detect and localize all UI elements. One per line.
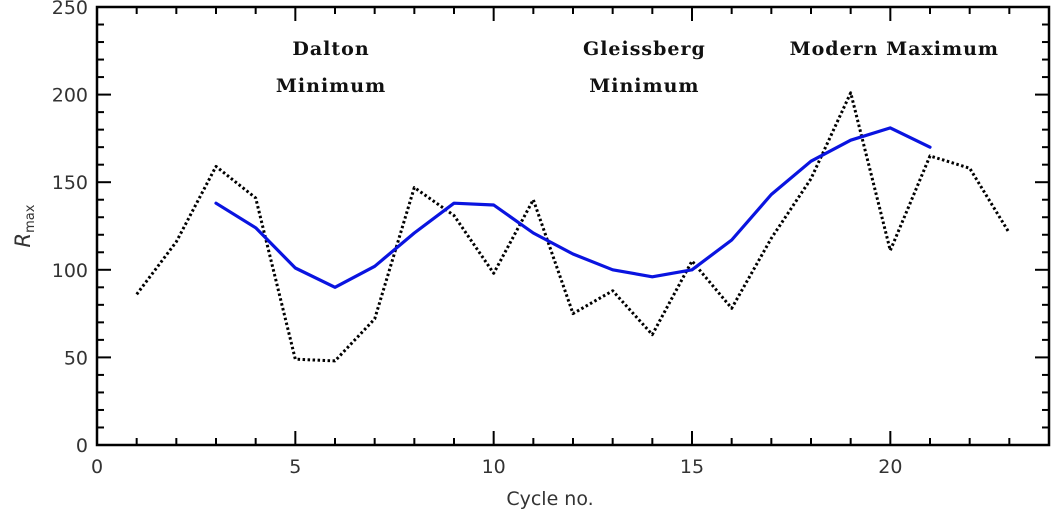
y-tick-label: 250	[52, 0, 88, 19]
y-tick-label: 0	[76, 435, 88, 457]
y-axis-title-subscript: max	[23, 204, 38, 233]
y-tick-label: 100	[52, 260, 88, 282]
y-axis-title-main: R	[11, 233, 35, 248]
annotation-gleissberg-line-1: Gleissberg	[583, 38, 706, 60]
x-axis-title: Cycle no.	[506, 488, 593, 510]
x-tick-label: 0	[91, 456, 103, 478]
annotation-gleissberg-line-2: Minimum	[589, 75, 699, 97]
y-axis-title: Rmax	[11, 204, 38, 247]
x-tick-label: 15	[680, 456, 704, 478]
y-tick-labels: 0 50 100 150 200 250	[52, 0, 88, 457]
y-tick-label: 50	[64, 347, 88, 369]
annotation-dalton-line-1: Dalton	[292, 38, 369, 60]
annotation-modern-line-1: Modern Maximum	[790, 38, 999, 60]
y-tick-label: 150	[52, 172, 88, 194]
series-dotted-line	[135, 91, 1011, 363]
x-tick-label: 20	[878, 456, 902, 478]
annotations: Dalton Minimum Gleissberg Minimum Modern Max…	[276, 38, 999, 97]
y-tick-label: 200	[52, 85, 88, 107]
x-tick-label: 5	[289, 456, 301, 478]
plot-frame	[95, 5, 1051, 447]
series-layer	[135, 91, 1011, 363]
annotation-dalton-line-2: Minimum	[276, 75, 386, 97]
x-tick-labels: 0 5 10 15 20	[91, 456, 902, 478]
series-solid-line	[214, 126, 932, 289]
x-tick-label: 10	[482, 456, 506, 478]
